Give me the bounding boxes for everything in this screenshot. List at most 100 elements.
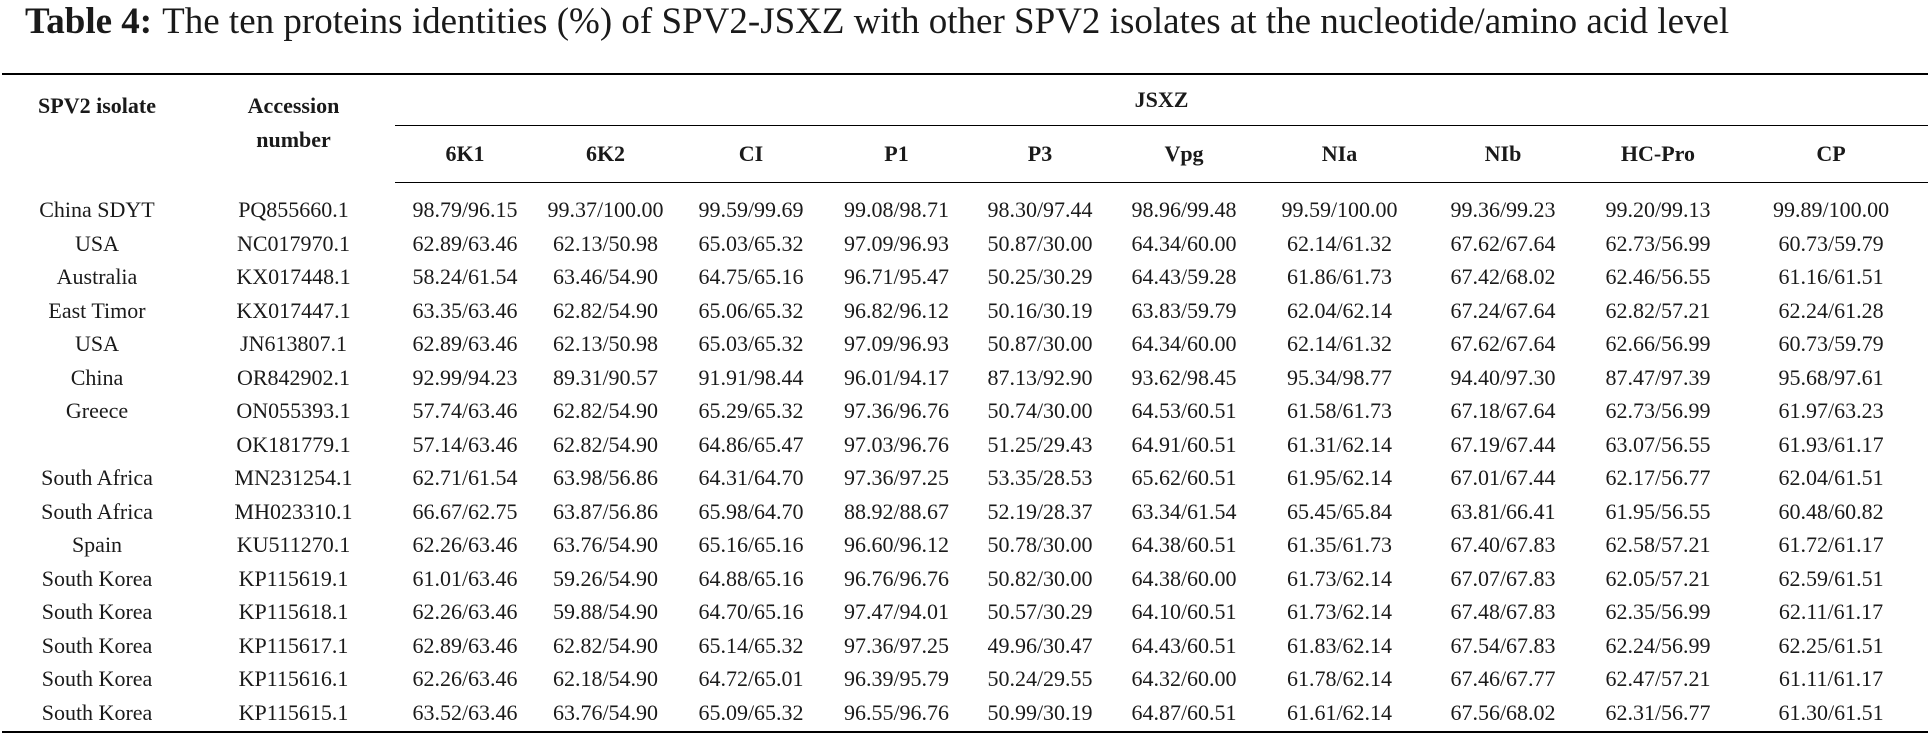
cell-identity: 65.03/65.32 (698, 230, 804, 256)
cell-identity: 98.96/99.48 (1131, 197, 1237, 222)
header-protein: P1 (826, 125, 967, 183)
cell-isolate (2, 428, 192, 462)
table-row: East Timor KX017447.1 63.35/63.46 62.82/54.… (2, 294, 1928, 328)
cell-identity: 64.38/60.00 (1131, 565, 1237, 591)
cell-accession: KP115615.1 (192, 695, 395, 733)
cell-accession: KX017447.1 (236, 297, 351, 323)
cell-isolate: China (70, 364, 124, 390)
cell-identity: 67.56/68.02 (1424, 695, 1582, 733)
cell-identity: 61.86/61.73 (1286, 264, 1393, 289)
cell-identity: 64.31/64.70 (698, 465, 804, 490)
cell-identity: 61.61/62.14 (1255, 695, 1424, 733)
table-row: South Africa MN231254.1 62.71/61.54 63.98/5… (2, 461, 1928, 495)
table-row: OK181779.1 57.14/63.46 62.82/54.90 64.86/65… (2, 428, 1928, 462)
cell-identity: 61.72/61.17 (1778, 532, 1884, 557)
cell-identity: 62.26/63.46 (412, 599, 518, 624)
cell-identity: 96.71/95.47 (843, 264, 950, 289)
cell-identity: 62.73/56.99 (1605, 398, 1711, 423)
cell-identity: 62.14/61.32 (1286, 230, 1393, 256)
cell-identity: 62.18/54.90 (552, 666, 659, 691)
cell-accession: KP115619.1 (238, 565, 349, 591)
cell-identity: 63.76/54.90 (552, 532, 659, 557)
cell-isolate: South Korea (41, 666, 153, 691)
cell-identity: 62.58/57.21 (1605, 532, 1711, 557)
cell-accession: KX017448.1 (236, 264, 351, 289)
cell-identity: 62.89/63.46 (412, 632, 518, 658)
cell-identity: 63.83/59.79 (1131, 297, 1237, 323)
cell-identity: 59.26/54.90 (552, 565, 659, 591)
cell-identity: 62.82/54.90 (552, 297, 659, 323)
cell-identity: 93.62/98.45 (1131, 364, 1237, 390)
table-row: Australia KX017448.1 58.24/61.54 63.46/54.9… (2, 260, 1928, 294)
header-group-jsxz: JSXZ (395, 73, 1929, 126)
cell-identity: 50.87/30.00 (987, 230, 1093, 256)
cell-identity: 62.35/56.99 (1605, 599, 1711, 624)
cell-identity: 61.01/63.46 (412, 565, 518, 591)
cell-identity: 62.47/57.21 (1605, 666, 1711, 691)
cell-identity: 87.47/97.39 (1605, 364, 1711, 390)
cell-identity: 65.14/65.32 (698, 632, 804, 658)
cell-identity: 62.66/56.99 (1605, 331, 1711, 356)
cell-identity: 61.78/62.14 (1286, 666, 1393, 691)
cell-identity: 63.52/63.46 (395, 695, 535, 733)
cell-isolate: South Africa (41, 465, 153, 490)
cell-identity: 64.87/60.51 (1113, 695, 1255, 733)
cell-isolate: South Korea (2, 695, 192, 733)
cell-identity: 99.89/100.00 (1772, 197, 1890, 222)
cell-identity: 62.73/56.99 (1605, 230, 1711, 256)
cell-identity: 61.73/62.14 (1286, 565, 1393, 591)
cell-identity: 61.97/63.23 (1778, 398, 1884, 423)
table-row: South Africa MH023310.1 66.67/62.75 63.87/5… (2, 495, 1928, 529)
cell-identity: 67.54/67.83 (1450, 632, 1556, 658)
cell-identity: 63.35/63.46 (412, 297, 518, 323)
cell-isolate: South Korea (41, 632, 153, 658)
cell-identity: 50.74/30.00 (987, 398, 1093, 423)
cell-identity: 62.82/54.90 (552, 398, 659, 423)
cell-identity: 91.91/98.44 (698, 364, 804, 390)
cell-identity: 64.10/60.51 (1131, 599, 1237, 624)
cell-identity: 61.11/61.17 (1778, 666, 1884, 691)
cell-identity: 62.24/56.99 (1605, 632, 1711, 658)
cell-identity: 65.06/65.32 (698, 297, 804, 323)
cell-isolate: China SDYT (39, 196, 155, 222)
cell-identity: 50.99/30.19 (967, 695, 1113, 733)
cell-identity: 61.73/62.14 (1286, 599, 1393, 624)
cell-accession: KU511270.1 (236, 532, 351, 557)
protein-header-row: 6K1 6K2 CI P1 P3 Vpg NIa NIb HC-Pro CP (2, 125, 1929, 183)
cell-identity: 63.07/56.55 (1605, 431, 1711, 457)
cell-identity: 60.73/59.79 (1778, 230, 1884, 256)
cell-accession: JN613807.1 (240, 331, 347, 356)
cell-identity: 53.35/28.53 (987, 465, 1093, 490)
cell-identity: 62.82/54.90 (552, 632, 659, 658)
cell-identity: 63.98/56.86 (552, 465, 659, 490)
cell-accession: MN231254.1 (234, 465, 353, 490)
table-row: Spain KU511270.1 62.26/63.46 63.76/54.90 65.… (2, 528, 1928, 562)
cell-identity: 62.89/63.46 (412, 331, 518, 356)
cell-identity: 62.04/61.51 (1778, 465, 1884, 490)
cell-identity: 64.38/60.51 (1131, 532, 1237, 557)
cell-identity: 92.99/94.23 (412, 364, 518, 390)
cell-identity: 96.39/95.79 (843, 666, 950, 691)
cell-identity: 62.04/62.14 (1286, 297, 1393, 323)
cell-identity: 63.34/61.54 (1131, 498, 1237, 524)
cell-identity: 65.09/65.32 (676, 695, 826, 733)
cell-identity: 67.42/68.02 (1450, 264, 1556, 289)
caption-label: Table 4: (25, 1, 153, 42)
cell-identity: 96.01/94.17 (843, 364, 950, 390)
cell-identity: 97.09/96.93 (843, 331, 950, 356)
cell-identity: 65.29/65.32 (698, 398, 804, 423)
cell-identity: 63.46/54.90 (552, 264, 659, 289)
cell-identity: 67.01/67.44 (1450, 465, 1556, 490)
cell-identity: 60.48/60.82 (1778, 498, 1884, 524)
cell-identity: 59.88/54.90 (552, 599, 659, 624)
table-body: China SDYT PQ855660.1 98.79/96.15 99.37/100… (2, 183, 1929, 733)
cell-identity: 88.92/88.67 (843, 498, 950, 524)
cell-identity: 50.16/30.19 (987, 297, 1093, 323)
cell-identity: 64.43/60.51 (1131, 632, 1237, 658)
cell-identity: 57.14/63.46 (412, 431, 518, 457)
cell-identity: 61.95/62.14 (1286, 465, 1393, 490)
table-row: China OR842902.1 92.99/94.23 89.31/90.57 91.… (2, 361, 1928, 395)
cell-accession: MH023310.1 (234, 498, 353, 524)
cell-identity: 62.82/54.90 (552, 431, 659, 457)
cell-identity: 49.96/30.47 (987, 632, 1093, 658)
